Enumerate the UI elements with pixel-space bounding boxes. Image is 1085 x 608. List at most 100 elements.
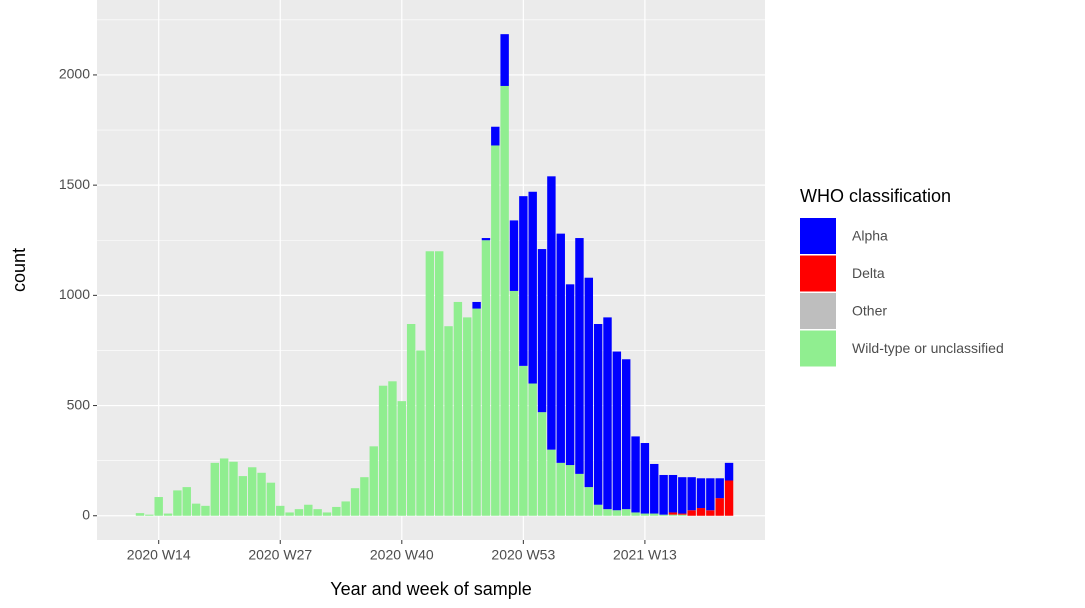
x-tick-label: 2020 W14: [127, 547, 191, 563]
bar-segment: [650, 463, 659, 514]
bar-segment: [640, 443, 650, 514]
bar-segment: [481, 238, 491, 241]
x-tick-label: 2020 W53: [491, 547, 555, 563]
bar-segment: [210, 462, 220, 516]
bar-segment: [593, 504, 603, 516]
bar-segment: [491, 145, 500, 516]
y-tick-label: 1000: [59, 286, 90, 302]
bar-segment: [285, 512, 294, 516]
bar-segment: [145, 514, 154, 516]
bar-segment: [509, 220, 519, 291]
bar-segment: [276, 505, 285, 516]
bar-segment: [332, 506, 341, 516]
bar-segment: [360, 477, 369, 516]
bar-segment: [724, 480, 734, 516]
bar-segment: [509, 290, 519, 516]
bar-segment: [556, 233, 565, 463]
bar-segment: [229, 461, 238, 516]
x-tick-label: 2020 W40: [370, 547, 434, 563]
bar-segment: [565, 465, 575, 516]
bar-segment: [238, 476, 248, 516]
bar-segment: [173, 490, 182, 516]
bar-segment: [472, 308, 481, 516]
bar-segment: [537, 412, 547, 516]
bar-segment: [247, 467, 257, 516]
y-tick-label: 2000: [59, 66, 90, 82]
bar-segment: [631, 512, 640, 516]
bar-segment: [547, 449, 556, 516]
x-tick-label: 2020 W27: [248, 547, 312, 563]
y-tick-label: 500: [67, 396, 91, 412]
bar-segment: [388, 381, 397, 516]
bar-segment: [706, 510, 715, 516]
bar-segment: [565, 284, 575, 466]
bar-segment: [687, 477, 696, 511]
bar-segment: [556, 462, 565, 516]
bar-segment: [640, 513, 650, 516]
bar-segment: [135, 513, 145, 516]
legend: Alpha Delta Other Wild-type or unclassified: [800, 218, 1004, 367]
legend-key: [800, 293, 836, 329]
bar-segment: [406, 324, 416, 516]
bar-segment: [678, 513, 687, 515]
bar-segment: [154, 497, 163, 516]
bar-segment: [547, 176, 556, 450]
legend-key: [800, 255, 836, 292]
bar-segment: [575, 473, 584, 516]
bar-segment: [603, 509, 612, 516]
bar-segment: [304, 504, 313, 516]
bar-segment: [678, 477, 687, 514]
bar-segment: [528, 191, 537, 384]
bar-segment: [378, 385, 388, 516]
bar-segment: [266, 482, 276, 516]
bar-segment: [621, 509, 631, 516]
bar-segment: [500, 85, 509, 516]
bar-segment: [500, 34, 509, 86]
bar-segment: [696, 508, 706, 516]
bar-segment: [369, 446, 378, 516]
bar-segment: [191, 503, 201, 516]
bar-segment: [453, 301, 463, 516]
bar-segment: [491, 126, 500, 146]
bar-segment: [603, 317, 612, 510]
bar-segment: [313, 509, 322, 516]
bar-segment: [724, 462, 734, 481]
bar-segment: [668, 474, 678, 513]
bar-segment: [612, 351, 622, 511]
bar-segment: [659, 474, 668, 515]
bar-segment: [650, 513, 659, 516]
bar-segment: [678, 514, 687, 516]
bar-segment: [584, 487, 594, 516]
bar-segment: [444, 326, 453, 516]
bar-segment: [612, 510, 622, 516]
bar-segment: [434, 251, 444, 516]
bar-segment: [163, 513, 173, 516]
legend-key: [800, 218, 836, 254]
bar-segment: [687, 510, 696, 516]
legend-label: Delta: [852, 265, 885, 281]
bar-segment: [463, 317, 472, 516]
x-axis-title: Year and week of sample: [330, 579, 531, 599]
bar-segment: [715, 478, 724, 499]
bar-segment: [397, 401, 407, 516]
y-tick-label: 0: [82, 506, 90, 522]
y-axis-title: count: [9, 248, 29, 292]
bar-segment: [201, 505, 210, 516]
bar-segment: [575, 238, 584, 474]
bar-segment: [621, 359, 631, 510]
bar-segment: [322, 512, 332, 516]
legend-title: WHO classification: [800, 186, 951, 206]
legend-label: Other: [852, 303, 887, 319]
bar-segment: [593, 324, 603, 505]
bar-segment: [481, 240, 491, 516]
bar-segment: [219, 458, 229, 516]
legend-label: Alpha: [852, 228, 888, 244]
bar-segment: [294, 509, 304, 516]
legend-key: [800, 330, 836, 367]
bar-segment: [341, 501, 350, 516]
bar-segment: [659, 514, 668, 516]
bar-segment: [631, 436, 640, 513]
y-tick-label: 1500: [59, 176, 90, 192]
bar-segment: [519, 196, 528, 366]
